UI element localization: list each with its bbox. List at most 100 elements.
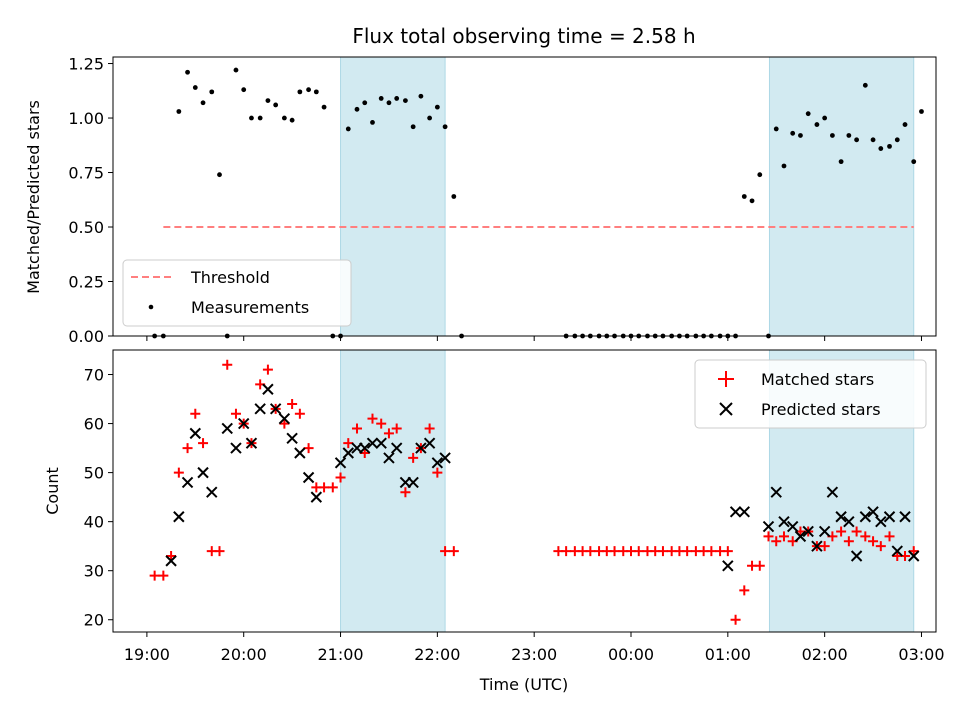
measurement-point <box>233 67 239 73</box>
predicted-star-point <box>334 457 347 469</box>
matched-star-point <box>222 359 233 370</box>
measurement-point <box>370 119 375 125</box>
x-tick-label: 21:00 <box>317 645 363 664</box>
predicted-star-point <box>278 412 291 425</box>
y-tick-label: 70 <box>84 366 104 385</box>
bottom-legend: Matched stars Predicted stars <box>694 359 927 429</box>
matched-star-point <box>158 570 169 581</box>
matched-star-point <box>190 408 201 419</box>
matched-star-point <box>262 364 273 375</box>
predicted-star-point <box>366 437 379 449</box>
x-tick-label: 02:00 <box>802 645 848 664</box>
x-tick-label: 22:00 <box>414 645 460 664</box>
measurement-point <box>418 93 424 99</box>
measurement-point <box>757 172 763 178</box>
measurement-point <box>321 104 327 110</box>
predicted-star-point <box>359 442 371 454</box>
matched-star-point <box>198 438 209 449</box>
matched-star-point <box>778 531 789 542</box>
y-tick-label: 20 <box>84 611 104 630</box>
matched-star-point <box>303 443 314 454</box>
measurement-point <box>192 85 198 90</box>
matched-star-point <box>722 546 733 557</box>
measurement-point <box>394 96 400 101</box>
predicted-star-point <box>802 525 814 538</box>
top-panel: 0.00 0.25 0.50 0.75 1.00 1.25 Matched/Predict… <box>24 55 937 346</box>
top-y-axis-title: Matched/Predicted stars <box>24 100 43 294</box>
predicted-star-point <box>770 486 782 498</box>
matched-star-point <box>730 614 741 625</box>
matched-star-point <box>319 482 330 493</box>
y-tick-label: 60 <box>84 415 104 434</box>
predicted-star-point <box>302 471 315 484</box>
observing-interval-shade <box>340 349 446 633</box>
matched-star-point <box>343 438 354 449</box>
measurement-point <box>790 130 796 136</box>
predicted-star-point <box>238 417 250 430</box>
measurement-point <box>249 115 254 121</box>
bottom-panel: 20 30 40 50 60 70 19:00 20:00 21:00 22:00 23:00 00… <box>43 349 945 694</box>
matched-star-point <box>391 423 402 434</box>
predicted-star-point <box>390 442 403 454</box>
x-tick-label: 20:00 <box>221 645 267 664</box>
predicted-star-point <box>875 515 887 528</box>
predicted-star-point <box>778 515 790 528</box>
matched-star-point <box>836 526 847 537</box>
measurement-point <box>741 194 747 199</box>
y-tick-label: 1.25 <box>68 55 104 74</box>
matched-star-point <box>351 423 362 434</box>
matched-star-point <box>214 546 225 557</box>
measurement-point <box>902 122 908 127</box>
predicted-star-point <box>883 511 896 523</box>
matched-legend-label: Matched stars <box>761 370 874 389</box>
matched-star-point <box>173 467 184 478</box>
matched-star-point <box>819 541 830 552</box>
measurement-point <box>217 172 222 178</box>
matched-star-point <box>657 546 668 557</box>
measurements-legend-label: Measurements <box>191 298 309 317</box>
predicted-star-point <box>891 545 903 557</box>
y-tick-label: 30 <box>84 562 104 581</box>
predicted-star-point <box>818 525 831 538</box>
measurement-point <box>209 89 215 95</box>
bottom-y-axis-title: Count <box>43 467 62 515</box>
predicted-legend-swatch <box>719 402 733 416</box>
measurement-point <box>257 115 263 121</box>
x-tick-label: 01:00 <box>705 645 751 664</box>
y-tick-label: 0.25 <box>68 273 104 292</box>
predicted-star-point <box>254 403 266 415</box>
predicted-star-point <box>165 555 177 567</box>
threshold-legend-label: Threshold <box>190 268 270 287</box>
predicted-star-point <box>431 457 444 469</box>
measurement-point <box>838 159 844 165</box>
matched-star-point <box>754 560 765 571</box>
measurement-point <box>822 115 828 121</box>
predicted-star-point <box>197 466 209 479</box>
measurement-point <box>403 98 408 103</box>
matched-star-point <box>440 546 451 557</box>
measurement-point <box>185 69 190 75</box>
measurement-point <box>773 126 779 132</box>
measurement-point <box>427 115 433 121</box>
measurement-point <box>887 143 892 149</box>
y-tick-label: 1.00 <box>68 109 104 128</box>
y-tick-label: 40 <box>84 513 104 532</box>
x-tick-label: 23:00 <box>511 645 557 664</box>
observing-interval-shade <box>768 56 915 337</box>
measurement-point <box>870 137 876 143</box>
predicted-star-point <box>173 511 185 523</box>
measurement-point <box>434 104 440 110</box>
matched-star-point <box>875 541 886 552</box>
y-tick-label: 0.00 <box>68 327 104 346</box>
predicted-star-point <box>230 442 242 454</box>
matched-star-point <box>771 536 782 547</box>
matched-star-point <box>868 536 879 547</box>
measurement-point <box>306 87 311 93</box>
measurement-point <box>313 89 319 95</box>
measurement-point <box>289 117 295 123</box>
matched-star-point <box>376 418 387 429</box>
predicted-star-point <box>375 437 387 449</box>
measurement-point <box>854 137 860 143</box>
predicted-star-point <box>794 530 807 543</box>
